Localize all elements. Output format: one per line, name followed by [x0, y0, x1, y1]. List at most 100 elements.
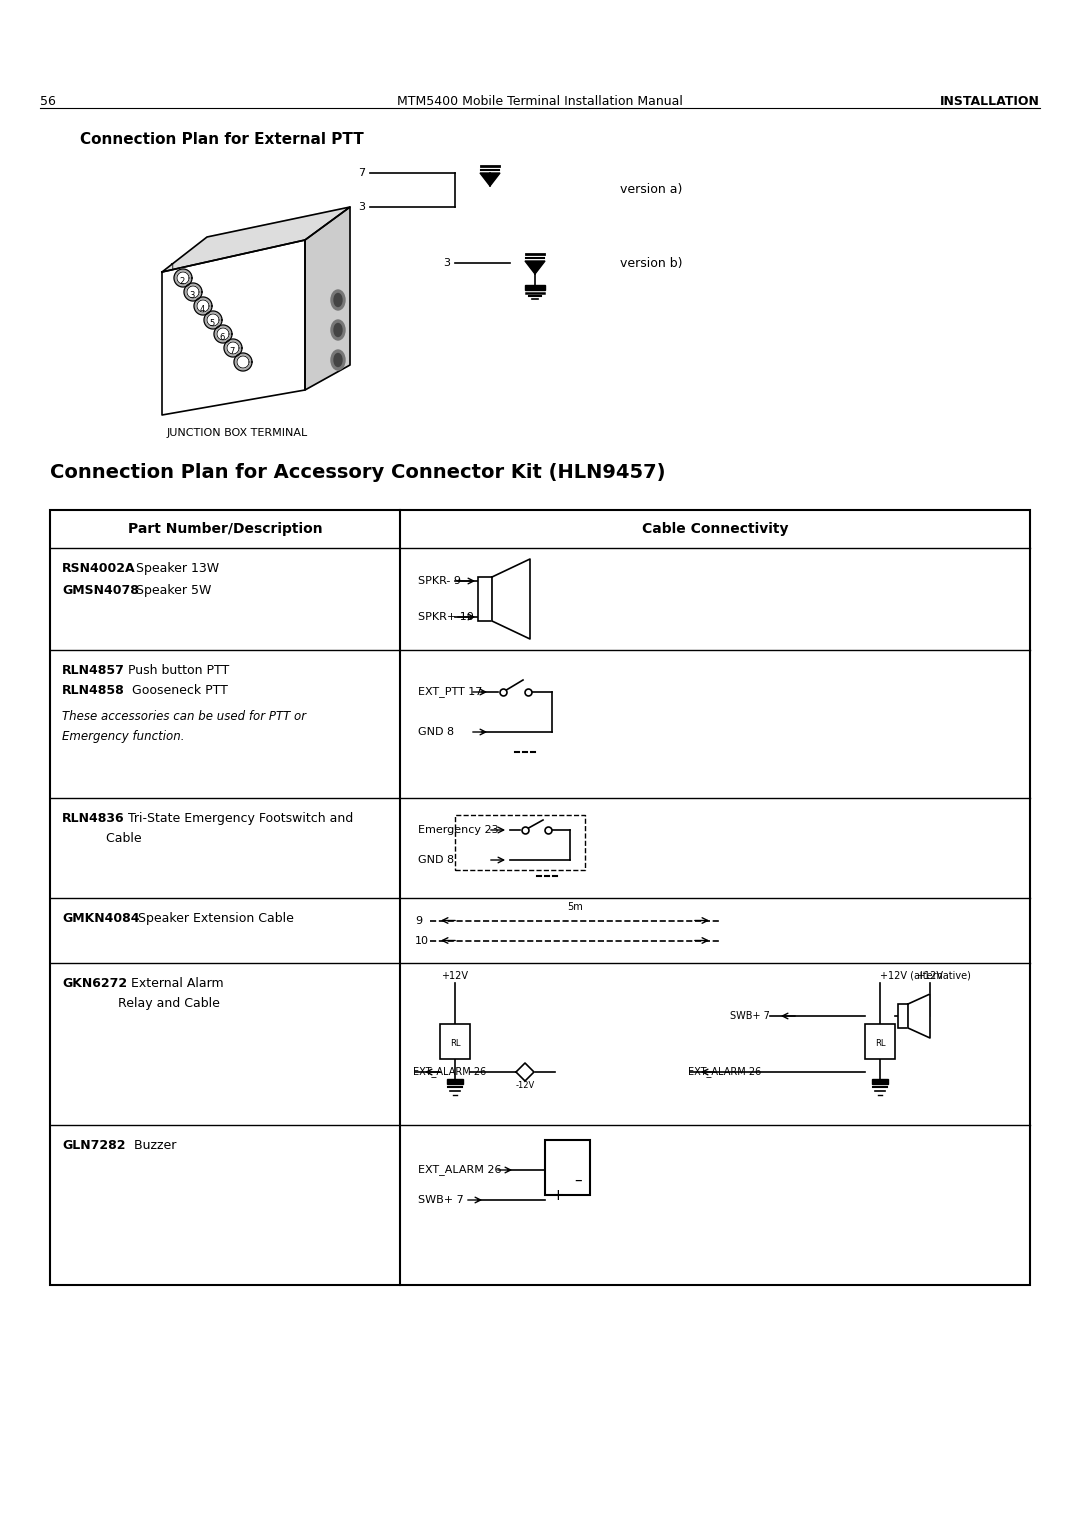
Polygon shape	[214, 325, 232, 342]
Text: SPKR+ 10: SPKR+ 10	[418, 613, 474, 622]
Text: 9: 9	[415, 915, 422, 926]
Text: 5m: 5m	[567, 902, 583, 912]
Polygon shape	[516, 1063, 534, 1080]
Text: SPKR- 9: SPKR- 9	[418, 576, 461, 587]
Text: RLN4858: RLN4858	[62, 685, 125, 697]
Bar	[478, 578, 492, 620]
Ellipse shape	[330, 350, 345, 370]
Text: 4: 4	[200, 306, 204, 315]
Bar	[455, 814, 585, 869]
Text: +12V: +12V	[917, 970, 944, 981]
Ellipse shape	[334, 324, 342, 336]
Polygon shape	[197, 299, 210, 312]
Text: These accessories can be used for PTT or: These accessories can be used for PTT or	[62, 711, 306, 723]
Polygon shape	[234, 353, 252, 371]
Text: Speaker 13W: Speaker 13W	[132, 562, 219, 575]
Text: RLN4857: RLN4857	[62, 665, 125, 677]
Text: version a): version a)	[620, 183, 683, 197]
Text: 6: 6	[219, 333, 225, 342]
Polygon shape	[872, 1079, 888, 1083]
Polygon shape	[908, 995, 930, 1038]
Polygon shape	[162, 206, 350, 272]
Bar	[440, 1024, 470, 1059]
Polygon shape	[184, 283, 202, 301]
Polygon shape	[447, 1079, 463, 1083]
Polygon shape	[492, 559, 530, 639]
Text: +: +	[552, 1187, 565, 1203]
Text: 3: 3	[189, 292, 194, 301]
Polygon shape	[187, 286, 199, 298]
Polygon shape	[237, 356, 249, 368]
Text: 3: 3	[443, 258, 450, 267]
Text: JUNCTION BOX TERMINAL: JUNCTION BOX TERMINAL	[166, 428, 308, 439]
Text: 3: 3	[357, 202, 365, 212]
Text: SWB+ 7: SWB+ 7	[730, 1012, 770, 1021]
Text: RLN4836: RLN4836	[62, 811, 124, 825]
Polygon shape	[305, 206, 350, 390]
Polygon shape	[525, 261, 545, 274]
Ellipse shape	[330, 290, 345, 310]
Polygon shape	[194, 296, 212, 315]
Polygon shape	[207, 313, 219, 325]
Polygon shape	[525, 286, 545, 290]
Text: -12V: -12V	[515, 1082, 535, 1091]
Polygon shape	[174, 269, 192, 287]
Text: EXT_ALARM 26: EXT_ALARM 26	[418, 1164, 501, 1175]
Text: EXT_ALARM 26: EXT_ALARM 26	[413, 1067, 486, 1077]
Text: SWB+ 7: SWB+ 7	[418, 1195, 463, 1206]
Text: EXT_ALARM 26: EXT_ALARM 26	[688, 1067, 761, 1077]
Polygon shape	[204, 312, 222, 329]
Text: External Alarm: External Alarm	[119, 976, 224, 990]
Text: 56: 56	[40, 95, 56, 108]
Polygon shape	[162, 240, 305, 416]
Text: GND 8: GND 8	[418, 727, 454, 736]
Text: version b): version b)	[620, 257, 683, 269]
Polygon shape	[224, 339, 242, 358]
Text: 7: 7	[357, 168, 365, 177]
Text: MTM5400 Mobile Terminal Installation Manual: MTM5400 Mobile Terminal Installation Man…	[397, 95, 683, 108]
Text: INSTALLATION: INSTALLATION	[940, 95, 1040, 108]
Text: +12V (alternative): +12V (alternative)	[880, 970, 971, 981]
Text: Push button PTT: Push button PTT	[120, 665, 229, 677]
Text: Tri-State Emergency Footswitch and: Tri-State Emergency Footswitch and	[120, 811, 353, 825]
Text: GMKN4084: GMKN4084	[62, 912, 139, 924]
Text: Connection Plan for Accessory Connector Kit (HLN9457): Connection Plan for Accessory Connector …	[50, 463, 665, 481]
Bar	[50, 510, 1030, 1285]
Text: Speaker 5W: Speaker 5W	[132, 584, 212, 597]
Text: Speaker Extension Cable: Speaker Extension Cable	[134, 912, 294, 924]
Text: RSN4002A: RSN4002A	[62, 562, 136, 575]
Ellipse shape	[334, 293, 342, 307]
Text: –: –	[575, 1172, 582, 1187]
Text: Gooseneck PTT: Gooseneck PTT	[120, 685, 228, 697]
Text: Part Number/Description: Part Number/Description	[127, 523, 322, 536]
Text: RL: RL	[449, 1039, 460, 1048]
Text: GKN6272: GKN6272	[62, 976, 127, 990]
Text: 10: 10	[415, 935, 429, 946]
Text: 7: 7	[229, 347, 234, 356]
Text: Relay and Cable: Relay and Cable	[62, 996, 220, 1010]
Text: GMSN4078: GMSN4078	[62, 584, 139, 597]
Text: GLN7282: GLN7282	[62, 1138, 125, 1152]
Polygon shape	[177, 272, 189, 284]
Text: 1: 1	[170, 263, 175, 272]
Text: Buzzer: Buzzer	[122, 1138, 176, 1152]
Ellipse shape	[330, 319, 345, 341]
Text: Emergency 23: Emergency 23	[418, 825, 499, 834]
Text: Cable: Cable	[62, 833, 141, 845]
Polygon shape	[217, 329, 229, 341]
Bar	[865, 1024, 895, 1059]
Text: Connection Plan for External PTT: Connection Plan for External PTT	[80, 131, 364, 147]
Text: 5: 5	[210, 319, 215, 329]
Text: GND 8: GND 8	[418, 856, 454, 865]
Polygon shape	[480, 173, 500, 186]
Text: EXT_PTT 17: EXT_PTT 17	[418, 686, 483, 697]
Ellipse shape	[334, 353, 342, 367]
Text: Emergency function.: Emergency function.	[62, 730, 185, 743]
Text: Cable Connectivity: Cable Connectivity	[642, 523, 788, 536]
Polygon shape	[227, 342, 239, 354]
Text: +12V: +12V	[442, 970, 469, 981]
Text: RL: RL	[875, 1039, 886, 1048]
Bar	[897, 1004, 908, 1028]
Text: 2: 2	[179, 278, 185, 287]
Bar	[545, 1140, 590, 1195]
